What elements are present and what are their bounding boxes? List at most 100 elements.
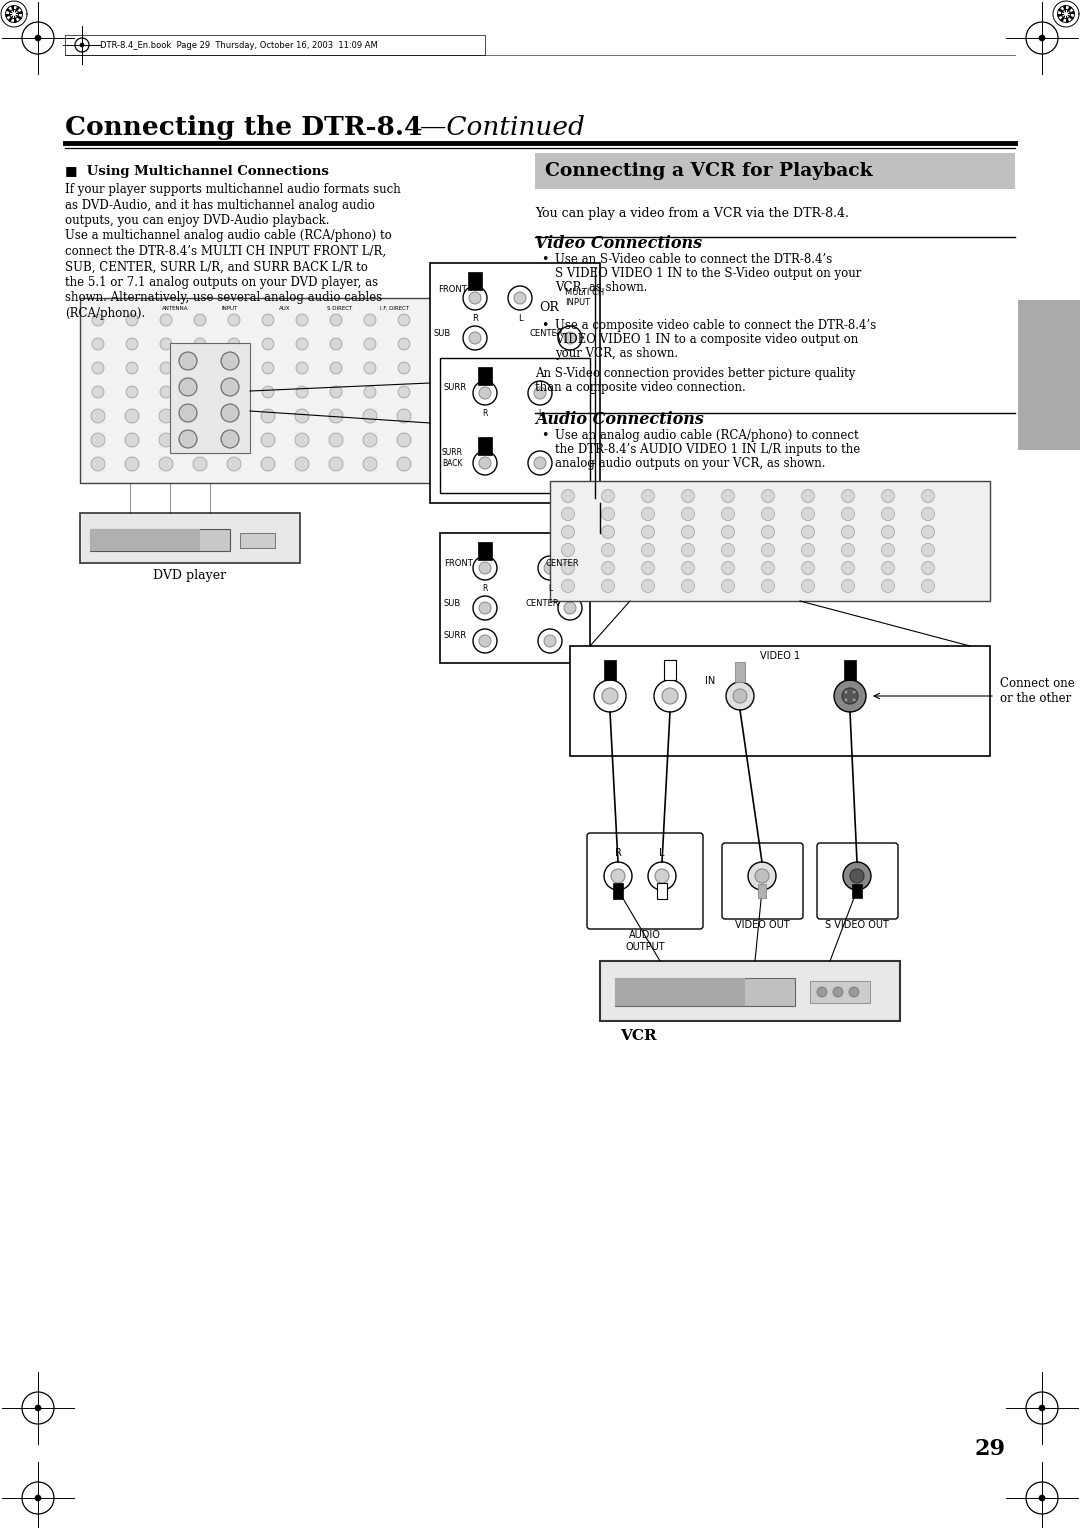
Circle shape [538, 630, 562, 652]
Text: ■  Using Multichannel Connections: ■ Using Multichannel Connections [65, 165, 329, 177]
Bar [468, 272, 482, 290]
Text: Use an S-Video cable to connect the DTR-8.4’s: Use an S-Video cable to connect the DTR-… [555, 254, 833, 266]
Circle shape [329, 410, 343, 423]
Circle shape [841, 526, 854, 538]
Circle shape [262, 313, 274, 325]
Wedge shape [14, 14, 22, 20]
Text: •: • [541, 254, 549, 266]
Circle shape [399, 338, 410, 350]
Circle shape [125, 432, 139, 448]
Text: 29: 29 [974, 1438, 1005, 1459]
Text: CENTER: CENTER [530, 329, 564, 338]
Circle shape [721, 489, 734, 503]
Circle shape [295, 432, 309, 448]
Text: L: L [667, 666, 673, 675]
Circle shape [594, 680, 626, 712]
Text: connect the DTR-8.4’s MULTI CH INPUT FRONT L/R,: connect the DTR-8.4’s MULTI CH INPUT FRO… [65, 244, 387, 258]
Text: •: • [541, 319, 549, 332]
Circle shape [221, 403, 239, 422]
Circle shape [748, 862, 777, 889]
Text: S VIDEO OUT: S VIDEO OUT [825, 920, 889, 931]
Circle shape [262, 387, 274, 397]
Circle shape [193, 432, 207, 448]
Circle shape [480, 562, 491, 575]
Bar [90, 529, 230, 552]
Wedge shape [1058, 8, 1066, 14]
Circle shape [849, 987, 859, 996]
Bar [758, 885, 766, 898]
Text: than a composite video connection.: than a composite video connection. [535, 380, 746, 394]
Circle shape [558, 325, 582, 350]
Circle shape [842, 688, 858, 704]
Text: as DVD-Audio, and it has multichannel analog audio: as DVD-Audio, and it has multichannel an… [65, 199, 375, 211]
Circle shape [755, 869, 769, 883]
Wedge shape [1063, 6, 1066, 14]
Circle shape [881, 579, 894, 593]
Circle shape [841, 544, 854, 556]
Circle shape [399, 362, 410, 374]
Text: SUB, CENTER, SURR L/R, and SURR BACK L/R to: SUB, CENTER, SURR L/R, and SURR BACK L/R… [65, 260, 368, 274]
Circle shape [881, 507, 894, 521]
Circle shape [296, 387, 308, 397]
Circle shape [721, 579, 734, 593]
Circle shape [473, 380, 497, 405]
Circle shape [364, 362, 376, 374]
Circle shape [364, 313, 376, 325]
Circle shape [648, 862, 676, 889]
Circle shape [179, 377, 197, 396]
Circle shape [562, 507, 575, 521]
Text: OR: OR [539, 301, 558, 313]
Circle shape [125, 457, 139, 471]
Circle shape [602, 507, 615, 521]
Text: your VCR, as shown.: your VCR, as shown. [555, 347, 678, 361]
Circle shape [399, 387, 410, 397]
Circle shape [721, 544, 734, 556]
Bar [550, 481, 990, 601]
Circle shape [221, 377, 239, 396]
Circle shape [92, 362, 104, 374]
Wedge shape [14, 6, 19, 14]
Bar [615, 978, 795, 1005]
Text: AUDIO
OUTPUT: AUDIO OUTPUT [625, 931, 665, 952]
Circle shape [92, 313, 104, 325]
Circle shape [125, 410, 139, 423]
Circle shape [881, 544, 894, 556]
Text: shown. Alternatively, use several analog audio cables: shown. Alternatively, use several analog… [65, 292, 382, 304]
Circle shape [92, 338, 104, 350]
Circle shape [228, 338, 240, 350]
Bar [478, 542, 492, 559]
Circle shape [295, 457, 309, 471]
Circle shape [801, 526, 814, 538]
Bar [440, 358, 590, 494]
Wedge shape [1061, 14, 1066, 21]
Text: SURR: SURR [444, 631, 468, 640]
Circle shape [35, 35, 41, 41]
Circle shape [654, 869, 669, 883]
Circle shape [562, 579, 575, 593]
Circle shape [681, 489, 694, 503]
Circle shape [850, 869, 864, 883]
Circle shape [160, 387, 172, 397]
Bar [80, 513, 300, 562]
Circle shape [611, 869, 625, 883]
FancyBboxPatch shape [816, 843, 897, 918]
Circle shape [397, 410, 411, 423]
Circle shape [881, 526, 894, 538]
Circle shape [296, 362, 308, 374]
Circle shape [881, 489, 894, 503]
Circle shape [881, 561, 894, 575]
Circle shape [508, 286, 532, 310]
Circle shape [921, 489, 934, 503]
Circle shape [399, 313, 410, 325]
Circle shape [329, 432, 343, 448]
Text: I.F. DIRECT: I.F. DIRECT [380, 306, 409, 312]
Circle shape [834, 680, 866, 712]
Circle shape [514, 292, 526, 304]
Circle shape [761, 526, 774, 538]
Circle shape [544, 562, 556, 575]
Text: R: R [607, 666, 613, 675]
Circle shape [194, 387, 206, 397]
Circle shape [602, 688, 618, 704]
Circle shape [1039, 35, 1045, 41]
Text: (RCA/phono).: (RCA/phono). [65, 307, 145, 319]
